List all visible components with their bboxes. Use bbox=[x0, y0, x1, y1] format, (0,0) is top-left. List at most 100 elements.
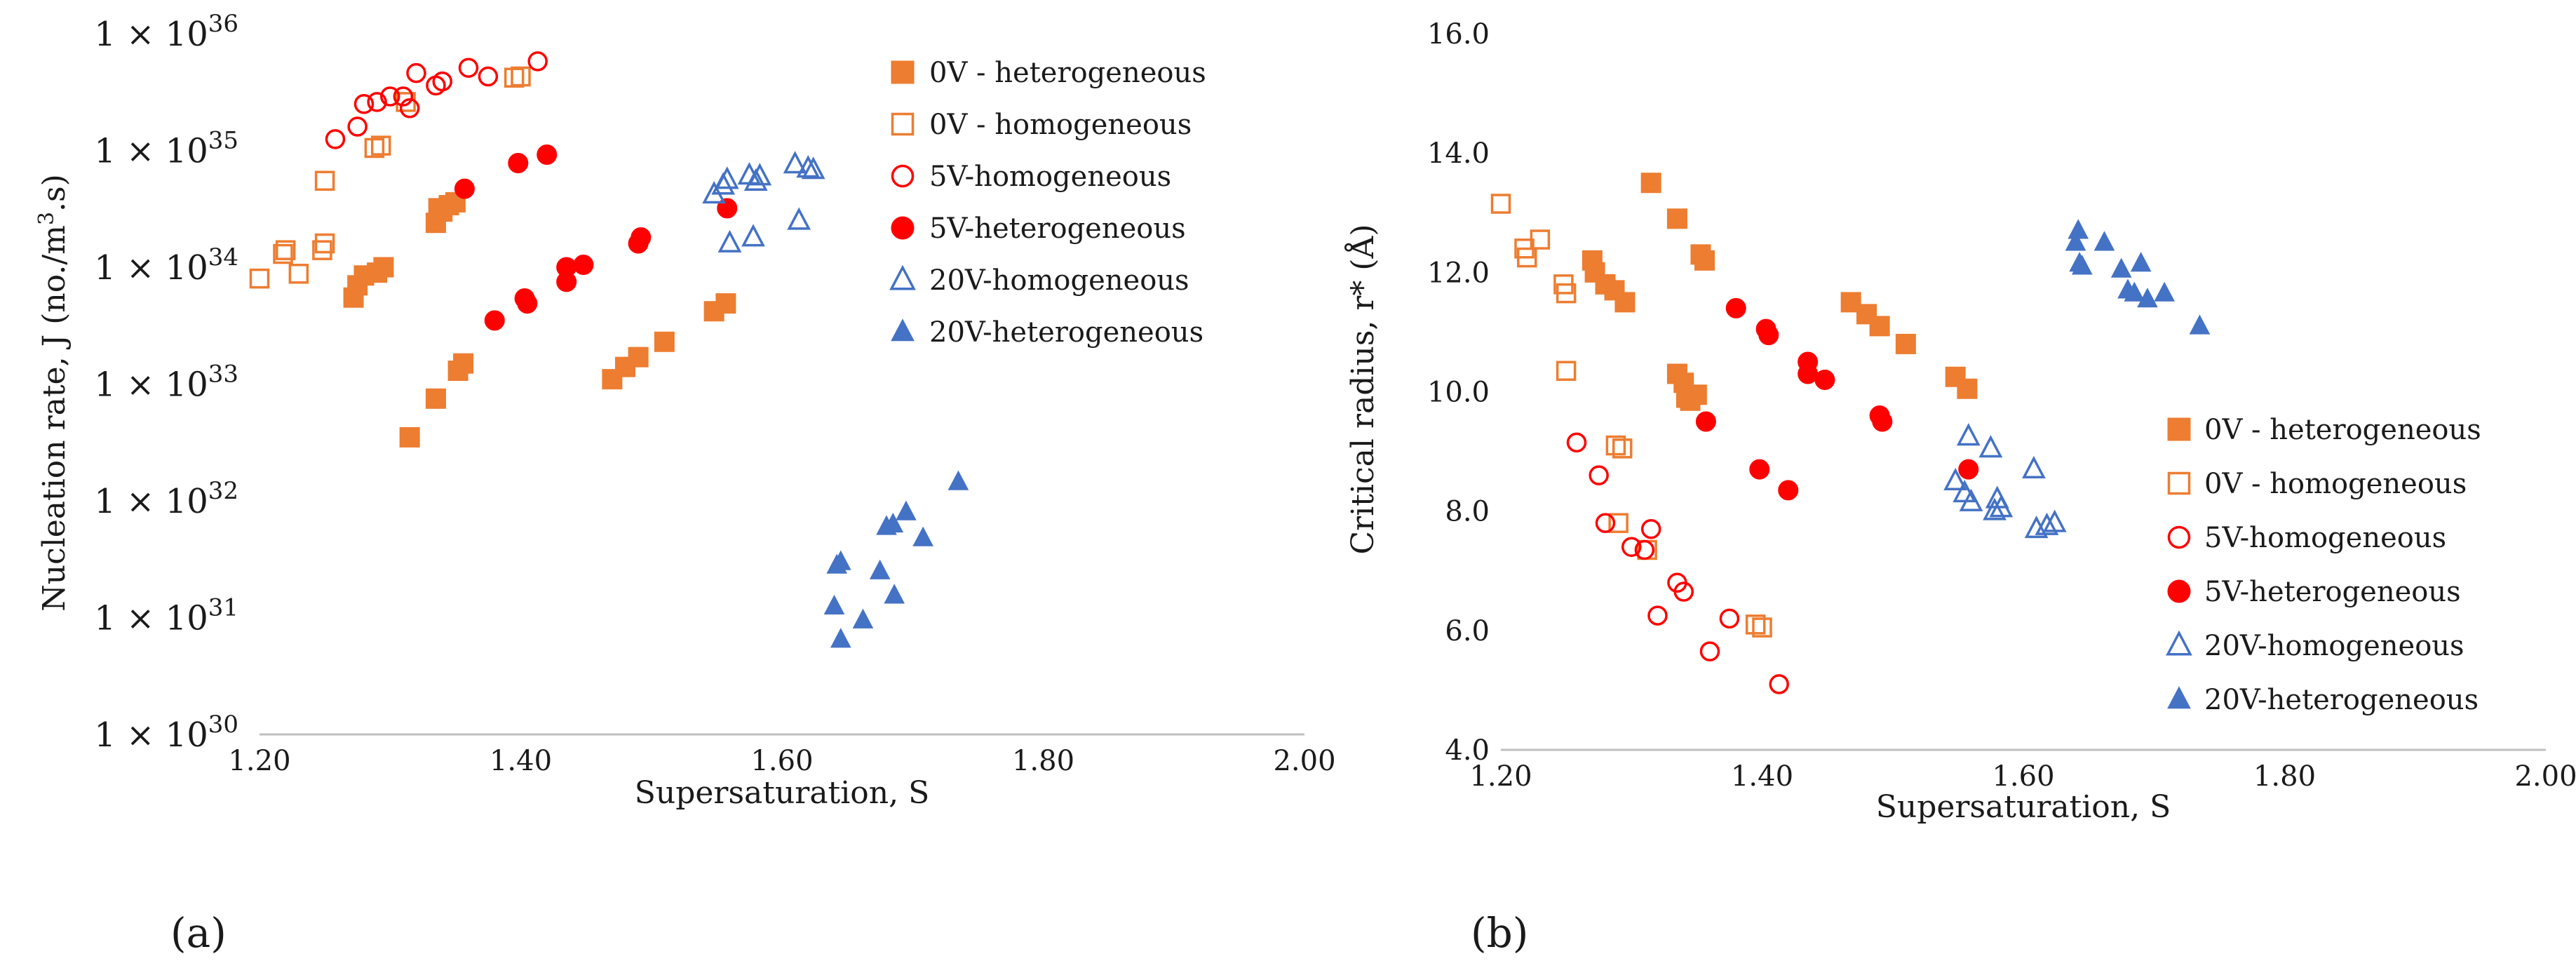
panel-b-y-tick-label: 14.0 bbox=[1427, 137, 1490, 170]
data-point bbox=[508, 152, 529, 173]
panel-a-y-axis-title: Nucleation rate, J (no./m3.s) bbox=[34, 174, 72, 612]
data-point bbox=[1719, 608, 1740, 629]
data-point bbox=[1490, 194, 1511, 214]
data-point bbox=[2068, 219, 2089, 239]
data-point bbox=[1556, 283, 1577, 304]
panel-a-x-tick-label: 1.80 bbox=[1012, 745, 1074, 777]
data-point bbox=[1530, 229, 1551, 250]
data-point bbox=[1614, 292, 1636, 313]
panel-a-data-points bbox=[249, 51, 969, 648]
data-point bbox=[1943, 467, 1968, 491]
panel-b-x-tick-label: 1.40 bbox=[1731, 760, 1793, 793]
data-point bbox=[1699, 641, 1720, 661]
data-point bbox=[1517, 247, 1537, 268]
data-point bbox=[1953, 479, 1977, 503]
panel-b-y-tick-label: 4.0 bbox=[1445, 734, 1490, 767]
data-point bbox=[2154, 281, 2175, 302]
panel-b-x-axis-title: Supersaturation, S bbox=[1876, 789, 2171, 825]
data-point bbox=[1694, 250, 1715, 271]
data-point bbox=[527, 51, 548, 72]
data-point bbox=[796, 155, 821, 178]
panel-b-series-5v-heterogeneous bbox=[1695, 297, 1979, 501]
panel-b-series-0v-heterogeneous bbox=[1582, 173, 1978, 411]
data-point bbox=[801, 156, 825, 180]
panel-b-y-tick-label: 8.0 bbox=[1445, 496, 1490, 528]
data-point bbox=[1680, 390, 1701, 411]
data-point bbox=[370, 135, 391, 156]
data-point bbox=[380, 86, 400, 107]
legend-label: 0V - homogeneous bbox=[2204, 468, 2467, 500]
data-point bbox=[458, 58, 479, 78]
data-point bbox=[1957, 378, 1978, 399]
data-point bbox=[478, 66, 499, 87]
data-point bbox=[1745, 614, 1766, 635]
data-point bbox=[276, 240, 296, 260]
data-point bbox=[537, 144, 558, 166]
legend-marker bbox=[891, 216, 915, 240]
panel-a-legend-item-5v-homogeneous: 5V-homogeneous bbox=[891, 161, 1171, 193]
data-point bbox=[830, 550, 851, 570]
data-point bbox=[367, 92, 387, 112]
data-point bbox=[2130, 252, 2152, 272]
panel-b-legend-item-5v-heterogeneous: 5V-heterogeneous bbox=[2167, 576, 2461, 608]
data-point bbox=[896, 500, 917, 520]
data-point bbox=[715, 166, 739, 189]
panel-b-legend-item-0v-homogeneous: 0V - homogeneous bbox=[2167, 468, 2467, 500]
data-point bbox=[1958, 459, 1979, 480]
legend-label: 5V-homogeneous bbox=[929, 161, 1171, 193]
panel-a-y-tick-label: 1 × 1034 bbox=[94, 243, 238, 288]
legend-marker bbox=[891, 164, 915, 188]
data-point bbox=[823, 594, 845, 615]
data-point bbox=[432, 71, 452, 92]
data-point bbox=[2022, 455, 2046, 479]
data-point bbox=[249, 268, 270, 289]
data-point bbox=[399, 426, 420, 448]
data-point bbox=[1589, 465, 1609, 485]
data-point bbox=[1595, 513, 1616, 533]
panel-a-y-tick-label: 1 × 1035 bbox=[94, 127, 238, 171]
legend-marker bbox=[2167, 579, 2191, 603]
data-point bbox=[364, 137, 385, 159]
data-point bbox=[1872, 411, 1893, 432]
panel-b-series-5v-homogeneous bbox=[1566, 432, 1789, 694]
panel-a-x-tick-labels: 1.20 1.40 1.60 1.80 2.00 bbox=[228, 745, 1335, 777]
data-point bbox=[628, 347, 649, 368]
legend-marker bbox=[2167, 417, 2191, 441]
data-point bbox=[1566, 432, 1587, 453]
data-point bbox=[2071, 255, 2093, 275]
data-point bbox=[748, 163, 772, 186]
panel-b-legend-item-5v-homogeneous: 5V-homogeneous bbox=[2167, 522, 2446, 554]
panel-b-legend-item-20v-homogeneous: 20V-homogeneous bbox=[2166, 630, 2464, 662]
legend-label: 20V-heterogeneous bbox=[2204, 684, 2479, 716]
panel-a-x-tick-label: 2.00 bbox=[1273, 745, 1335, 777]
legend-marker bbox=[891, 112, 915, 136]
panel-a-legend-item-0v-heterogeneous: 0V - heterogeneous bbox=[891, 57, 1206, 89]
legend-label: 20V-homogeneous bbox=[2204, 630, 2464, 662]
panel-b-x-tick-label: 1.80 bbox=[2253, 760, 2316, 793]
data-point bbox=[517, 293, 538, 314]
data-point bbox=[393, 86, 414, 107]
data-point bbox=[2124, 281, 2145, 302]
legend-marker bbox=[891, 318, 915, 342]
data-point bbox=[1814, 369, 1835, 390]
panel-b-x-tick-label: 1.20 bbox=[1469, 760, 1532, 793]
data-point bbox=[912, 526, 933, 546]
data-point bbox=[453, 353, 474, 374]
data-point bbox=[630, 227, 652, 248]
panel-a-y-tick-label: 1 × 1031 bbox=[94, 594, 238, 638]
data-point bbox=[869, 559, 891, 579]
panel-a-series-5v-heterogeneous bbox=[454, 144, 738, 331]
data-point bbox=[288, 263, 309, 284]
panel-a-series-5v-homogeneous bbox=[325, 51, 548, 149]
panel-b-series-20v-heterogeneous bbox=[2065, 219, 2211, 335]
data-point bbox=[1634, 539, 1655, 560]
panel-a-label: (a) bbox=[170, 909, 227, 957]
panel-b-data-points bbox=[1490, 173, 2211, 694]
data-point bbox=[787, 207, 811, 230]
legend-marker bbox=[891, 60, 915, 84]
panel-a-legend-item-20v-heterogeneous: 20V-heterogeneous bbox=[891, 316, 1203, 349]
legend-marker bbox=[2167, 686, 2191, 709]
legend-label: 0V - heterogeneous bbox=[2204, 414, 2481, 446]
data-point bbox=[1895, 333, 1916, 354]
panel-b-x-tick-label: 1.60 bbox=[1992, 760, 2054, 793]
